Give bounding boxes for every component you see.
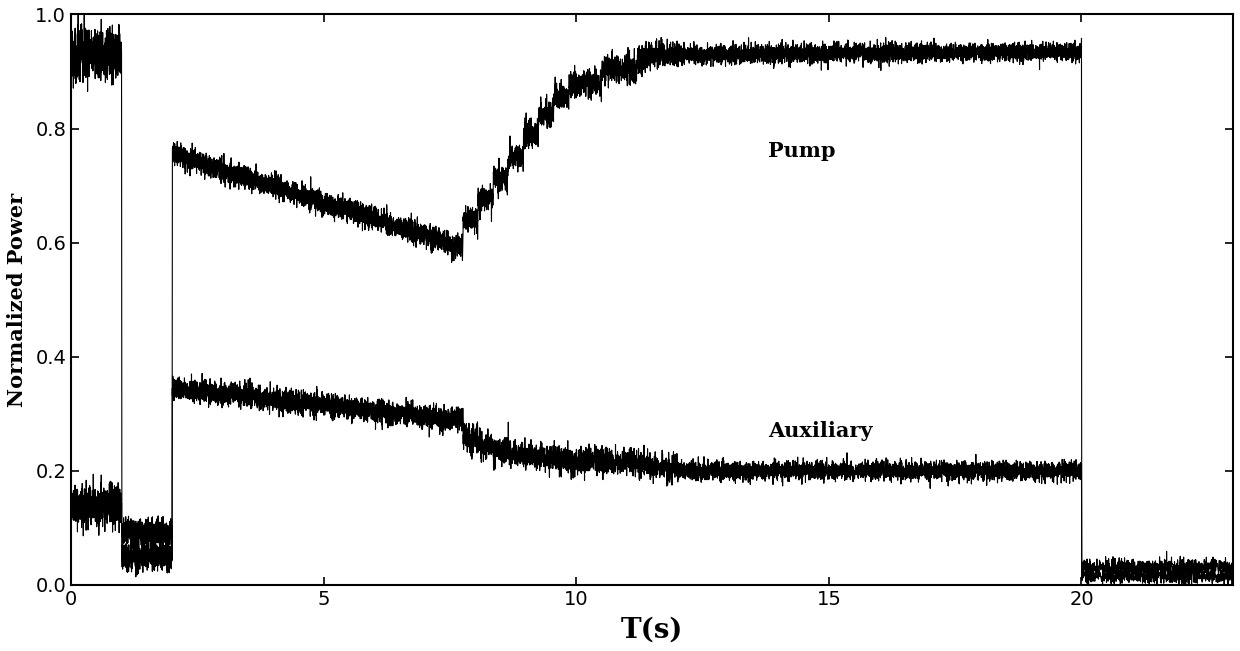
Text: Pump: Pump (769, 141, 836, 161)
X-axis label: T(s): T(s) (621, 617, 683, 644)
Y-axis label: Normalized Power: Normalized Power (7, 193, 27, 407)
Text: Auxiliary: Auxiliary (769, 421, 873, 441)
